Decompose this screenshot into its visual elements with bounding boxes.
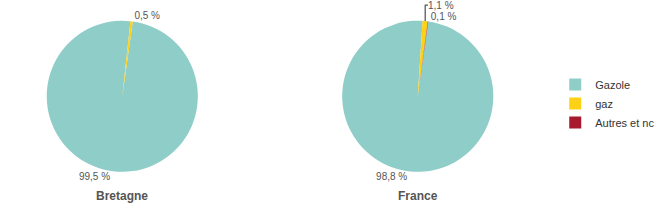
svg-text:Autres et nc: Autres et nc — [595, 117, 654, 129]
svg-text:Bretagne: Bretagne — [96, 189, 148, 203]
svg-text:0,1 %: 0,1 % — [431, 11, 457, 22]
svg-text:0,5 %: 0,5 % — [134, 10, 160, 21]
svg-text:1,1 %: 1,1 % — [428, 0, 454, 11]
svg-text:98,8 %: 98,8 % — [376, 171, 407, 182]
svg-text:gaz: gaz — [595, 98, 613, 110]
svg-text:France: France — [398, 189, 438, 203]
svg-text:Gazole: Gazole — [595, 79, 630, 91]
svg-text:99,5 %: 99,5 % — [79, 171, 110, 182]
